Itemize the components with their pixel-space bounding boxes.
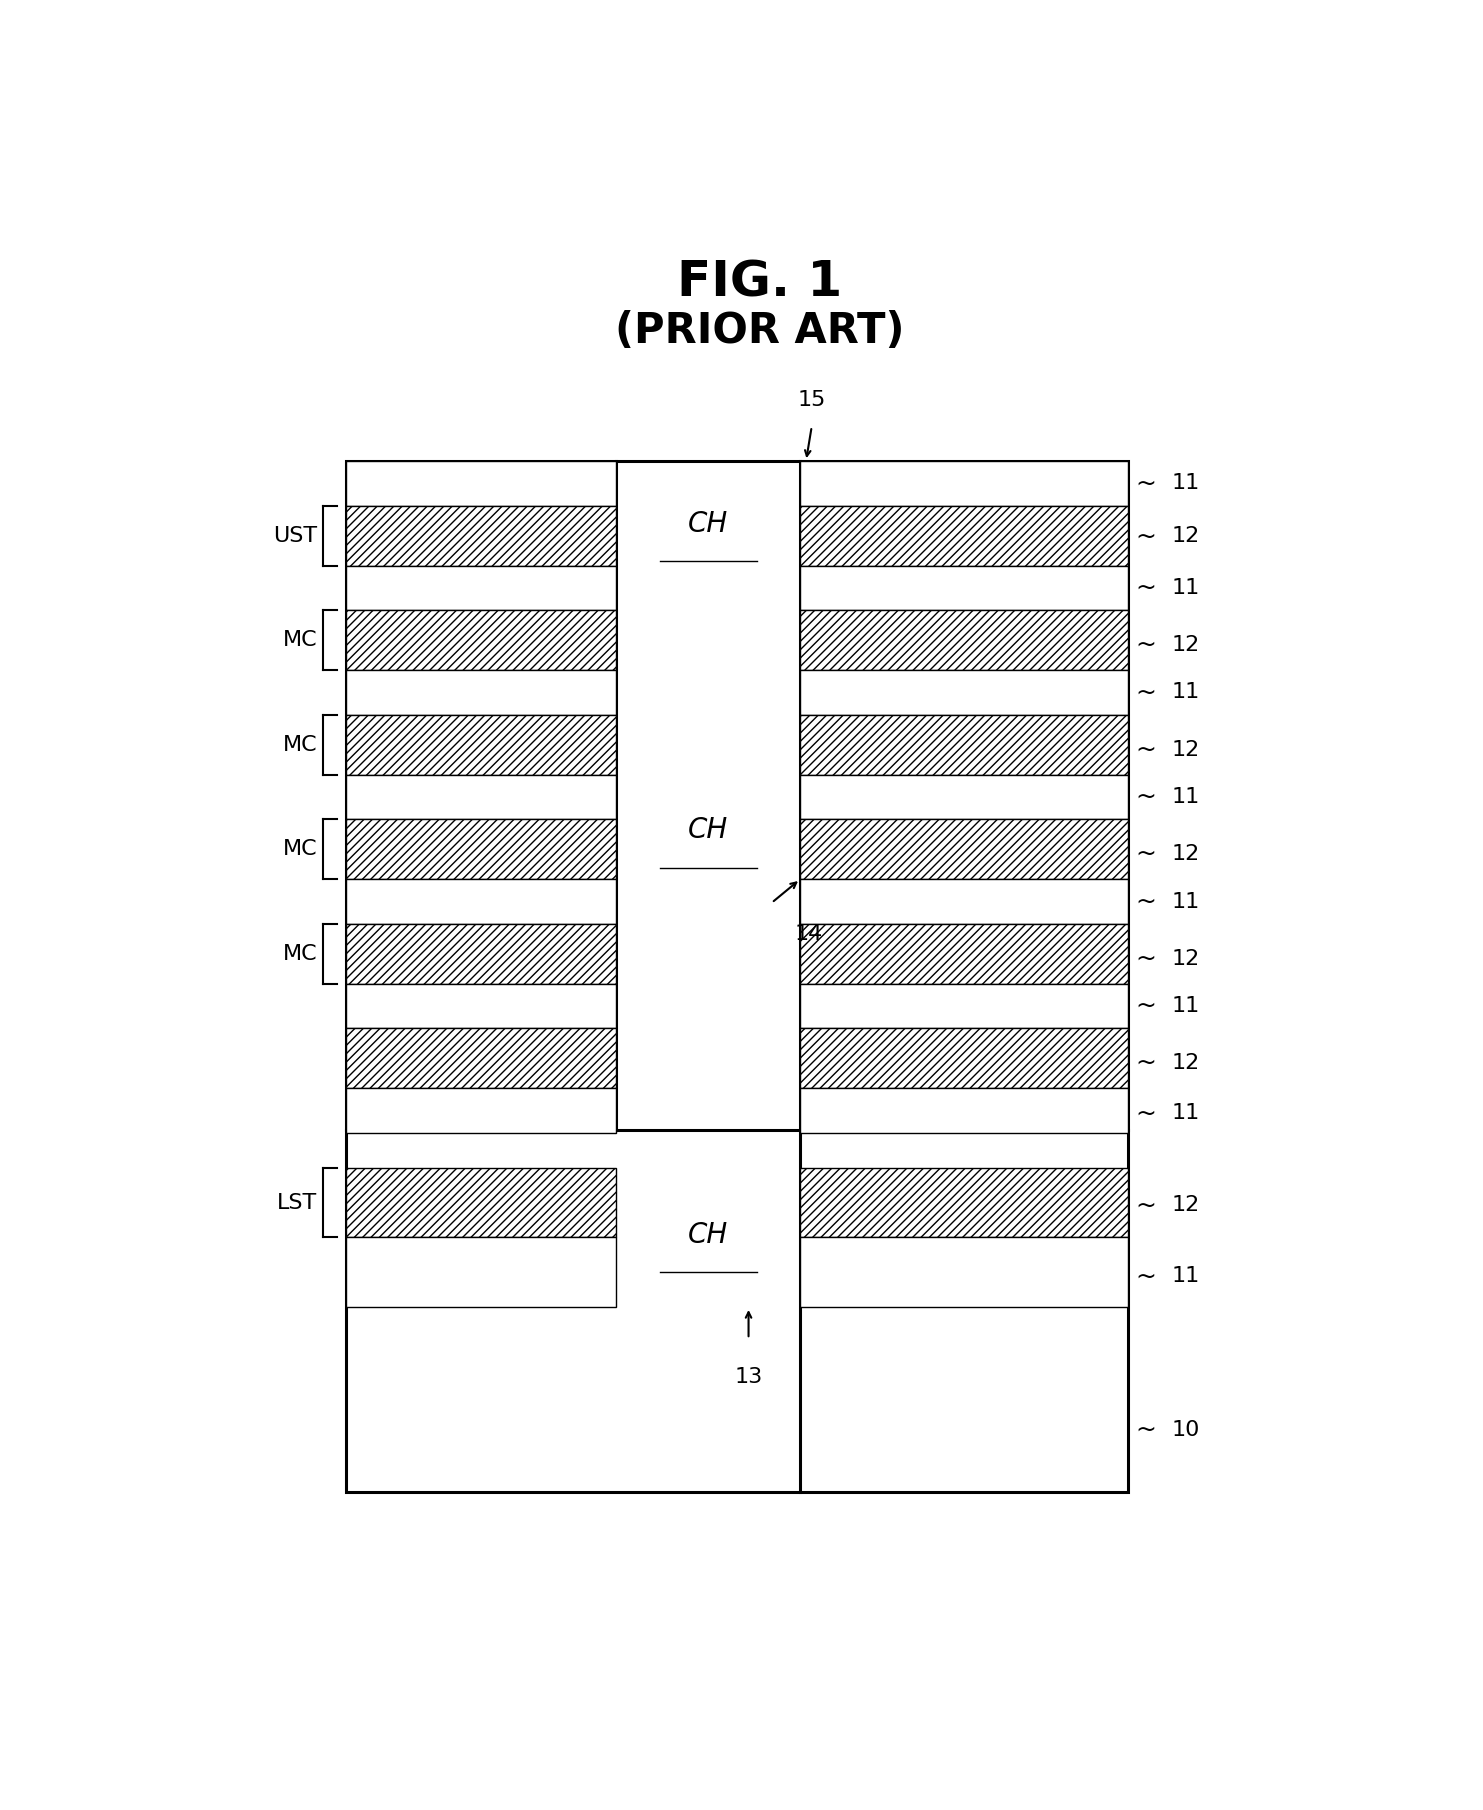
Text: 11: 11 [1172,996,1200,1015]
Text: 15: 15 [798,389,826,409]
Text: 12: 12 [1172,527,1200,547]
Bar [347,462,617,505]
Text: MC: MC [283,630,317,650]
Bar [347,775,617,820]
Text: 11: 11 [1172,474,1200,494]
Text: ~: ~ [1136,947,1157,970]
Bar [347,565,617,610]
Bar [801,715,1127,775]
Text: 12: 12 [1172,843,1200,863]
Text: MC: MC [283,735,317,755]
Bar [801,820,1127,880]
Bar [801,462,1127,505]
Bar [801,985,1127,1028]
Text: ~: ~ [1136,525,1157,548]
Bar [801,505,1127,567]
Text: 12: 12 [1172,948,1200,968]
Text: 12: 12 [1172,635,1200,655]
Text: ~: ~ [1136,576,1157,599]
Bar [347,670,617,715]
Text: ~: ~ [1136,1417,1157,1443]
Bar [347,1238,617,1307]
Bar [347,462,1127,1493]
Text: MC: MC [283,943,317,963]
Text: UST: UST [273,525,317,545]
Text: ~: ~ [1136,994,1157,1017]
Bar [347,880,617,923]
Text: 11: 11 [1172,1104,1200,1124]
Bar [801,775,1127,820]
Bar [347,715,617,775]
Text: ~: ~ [1136,786,1157,809]
Text: ~: ~ [1136,889,1157,914]
Text: 13: 13 [734,1367,762,1386]
Text: 12: 12 [1172,740,1200,760]
Text: ~: ~ [1136,738,1157,762]
Bar [801,565,1127,610]
Text: 10: 10 [1172,1419,1200,1439]
Bar [801,670,1127,715]
Text: CH: CH [688,1220,728,1249]
Text: 11: 11 [1172,892,1200,912]
Bar [347,610,617,670]
Bar [347,985,617,1028]
Text: CH: CH [688,816,728,845]
Bar [347,1028,617,1088]
Text: ~: ~ [1136,1265,1157,1289]
Bar [347,1088,617,1133]
Text: (PRIOR ART): (PRIOR ART) [615,311,905,353]
Text: 11: 11 [1172,1267,1200,1287]
Bar [801,1088,1127,1133]
Bar [801,923,1127,983]
Text: MC: MC [283,840,317,860]
Text: 11: 11 [1172,787,1200,807]
Bar [801,1238,1127,1307]
Bar [801,610,1127,670]
Text: ~: ~ [1136,1052,1157,1075]
Bar [801,1028,1127,1088]
Text: 14: 14 [795,923,823,943]
Text: 11: 11 [1172,682,1200,702]
Text: ~: ~ [1136,842,1157,867]
Bar [347,820,617,880]
Text: ~: ~ [1136,471,1157,496]
Bar [347,1167,617,1238]
Text: LST: LST [277,1193,317,1213]
Text: ~: ~ [1136,1100,1157,1126]
Bar [801,1167,1127,1238]
Text: ~: ~ [1136,634,1157,657]
Text: FIG. 1: FIG. 1 [678,259,842,306]
Text: ~: ~ [1136,1193,1157,1218]
Text: 11: 11 [1172,577,1200,597]
Text: 12: 12 [1172,1053,1200,1073]
Bar [347,505,617,567]
Bar [347,923,617,983]
Text: CH: CH [688,510,728,538]
Text: ~: ~ [1136,681,1157,704]
Text: 12: 12 [1172,1195,1200,1215]
Bar [801,880,1127,923]
